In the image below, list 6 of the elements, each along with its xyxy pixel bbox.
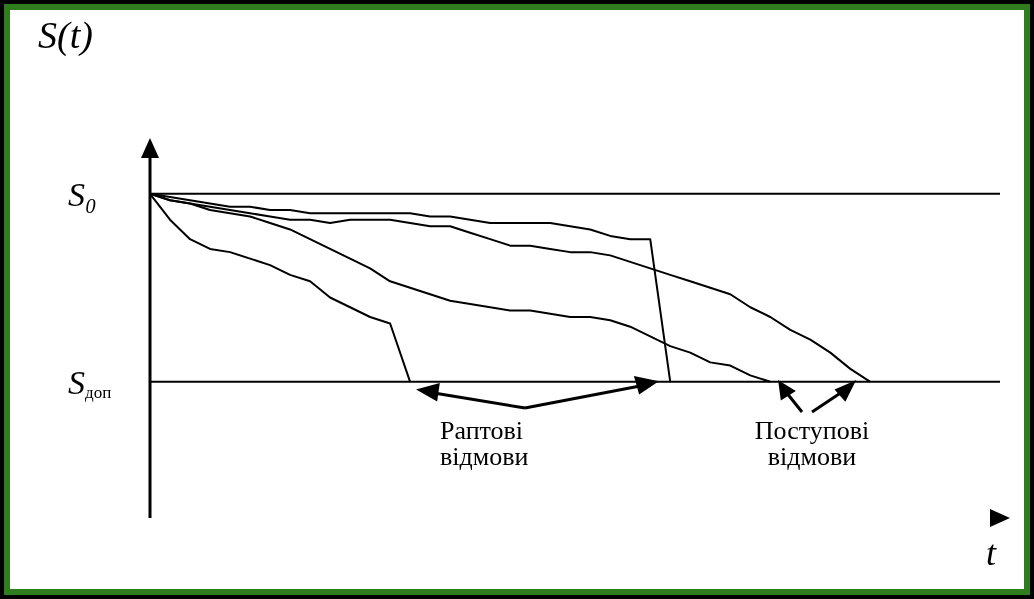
ref-line-label: S$_{доп}$	[68, 363, 112, 403]
x-axis-title: t	[986, 533, 997, 573]
annotation: Поступові відмови	[753, 416, 871, 471]
y-axis-title: S(t)	[38, 14, 93, 57]
annotation: Раптові відмови	[440, 416, 530, 471]
ref-line-label: S₀	[68, 175, 97, 213]
